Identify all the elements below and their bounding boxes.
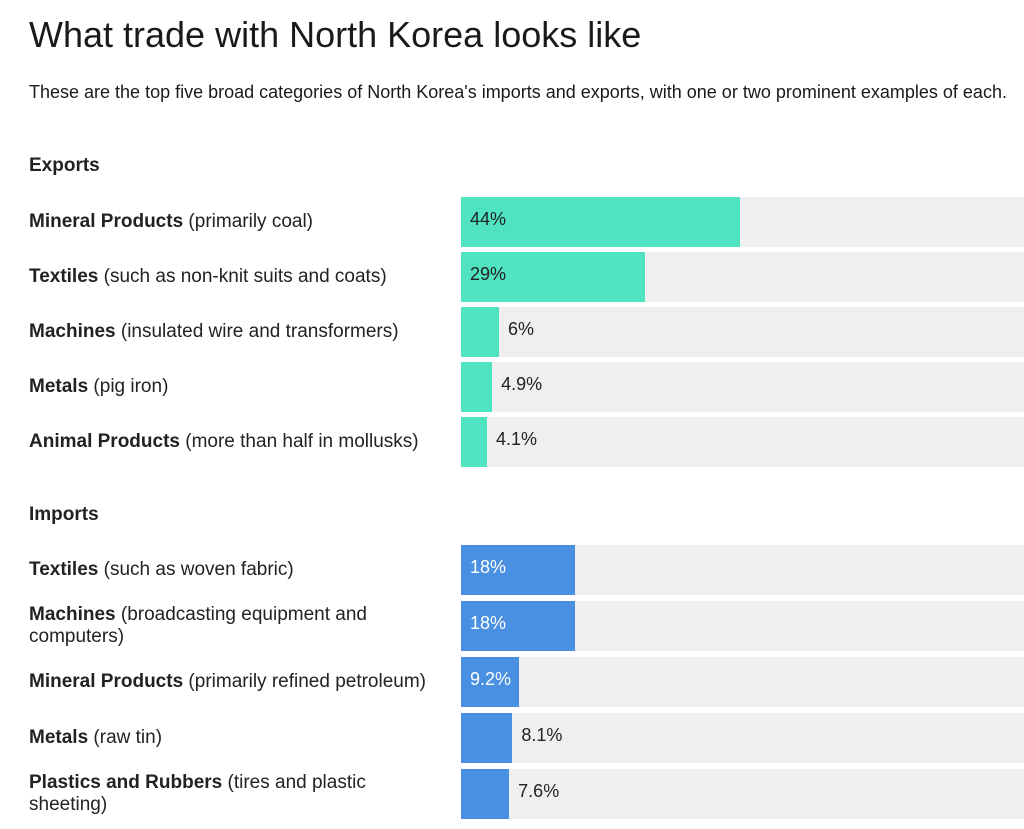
export-value-label: 4.9%	[501, 374, 543, 394]
import-category-label: Machines (broadcasting equipment and com…	[29, 604, 367, 647]
import-bar-track: 9.2%	[461, 657, 1024, 707]
import-bar-track: 18%	[461, 601, 1024, 651]
import-row: Metals (raw tin) 8.1%	[0, 713, 1024, 763]
export-bar	[461, 362, 493, 412]
export-value-label: 29%	[470, 264, 507, 284]
export-category-label: Animal Products (more than half in mollu…	[29, 431, 419, 452]
import-value-label: 18%	[470, 557, 507, 577]
import-category-name: Plastics and Rubbers	[29, 772, 223, 793]
export-value-label: 6%	[508, 319, 535, 339]
import-bar	[461, 713, 513, 763]
import-row: Plastics and Rubbers (tires and plastic …	[0, 769, 1024, 819]
import-category-name: Machines	[29, 604, 116, 625]
import-bar-track: 8.1%	[461, 713, 1024, 763]
export-category-label: Textiles (such as non-knit suits and coa…	[29, 266, 387, 287]
import-bar	[461, 769, 510, 819]
import-bar	[461, 545, 576, 595]
export-category-name: Textiles	[29, 266, 99, 287]
import-category-label: Plastics and Rubbers (tires and plastic …	[29, 772, 366, 815]
export-category-label: Machines (insulated wire and transformer…	[29, 321, 399, 342]
export-category-name: Metals	[29, 376, 89, 397]
import-value-label: 9.2%	[470, 669, 512, 689]
import-row: Mineral Products (primarily refined petr…	[0, 657, 1024, 707]
import-row: Textiles (such as woven fabric) 18%	[0, 545, 1024, 595]
import-category-label: Mineral Products (primarily refined petr…	[29, 671, 427, 692]
export-row: Animal Products (more than half in mollu…	[0, 417, 1024, 467]
page-title: What trade with North Korea looks like	[29, 14, 642, 55]
export-bar-track: 6%	[461, 307, 1024, 357]
export-row: Mineral Products (primarily coal) 44%	[0, 197, 1024, 247]
import-bar-track: 18%	[461, 545, 1024, 595]
import-value-label: 8.1%	[521, 725, 563, 745]
import-bar	[461, 601, 576, 651]
export-category-label: Metals (pig iron)	[29, 376, 169, 397]
export-bar-track: 44%	[461, 197, 1024, 247]
export-bar	[461, 197, 740, 247]
export-row: Metals (pig iron) 4.9%	[0, 362, 1024, 412]
exports-heading: Exports	[29, 155, 100, 176]
export-category-name: Mineral Products	[29, 211, 184, 232]
export-value-label: 44%	[470, 209, 507, 229]
import-row: Machines (broadcasting equipment and com…	[0, 601, 1024, 651]
export-bar	[461, 417, 487, 467]
import-bar	[461, 657, 520, 707]
export-category-name: Machines	[29, 321, 116, 342]
imports-heading: Imports	[29, 504, 99, 525]
export-bar-track: 4.9%	[461, 362, 1024, 412]
export-value-label: 4.1%	[495, 429, 538, 449]
export-category-name: Animal Products	[29, 431, 180, 452]
import-category-label: Metals (raw tin)	[29, 727, 163, 748]
import-value-label: 18%	[470, 613, 507, 633]
export-bar	[461, 307, 500, 357]
export-category-label: Mineral Products (primarily coal)	[29, 211, 314, 232]
import-category-name: Textiles	[29, 559, 99, 580]
import-category-label: Textiles (such as woven fabric)	[29, 559, 294, 580]
export-bar-track: 29%	[461, 252, 1024, 302]
import-bar-track: 7.6%	[461, 769, 1024, 819]
export-bar	[461, 252, 645, 302]
export-row: Textiles (such as non-knit suits and coa…	[0, 252, 1024, 302]
import-category-name: Mineral Products	[29, 671, 184, 692]
export-bar-track: 4.1%	[461, 417, 1024, 467]
page-subtitle: These are the top five broad categories …	[29, 82, 1007, 102]
export-row: Machines (insulated wire and transformer…	[0, 307, 1024, 357]
import-value-label: 7.6%	[518, 781, 560, 801]
import-category-name: Metals	[29, 727, 89, 748]
